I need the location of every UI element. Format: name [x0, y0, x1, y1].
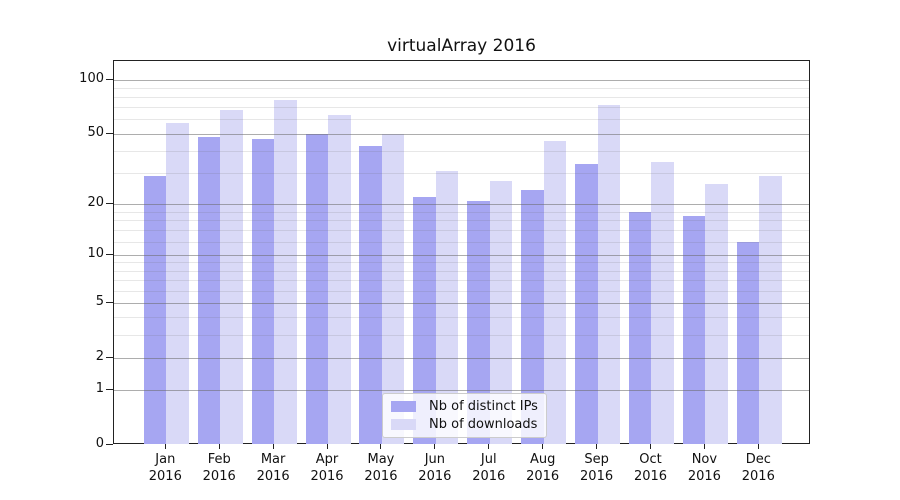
- y-tick-mark-5: [106, 301, 113, 303]
- x-tick-label-jun: Jun 2016: [418, 452, 452, 484]
- bar-distinct-ips-jan: [143, 176, 167, 444]
- x-tick-mark-mar: [272, 444, 274, 449]
- bar-downloads-jun: [435, 170, 459, 444]
- x-tick-label-dec: Dec 2016: [741, 452, 775, 484]
- bar-downloads-may: [381, 134, 405, 444]
- y-tick-label-50: 50: [87, 125, 104, 141]
- x-tick-label-sep: Sep 2016: [580, 452, 614, 484]
- y-tick-label-0: 0: [95, 436, 104, 451]
- y-tick-label-5: 5: [95, 294, 104, 310]
- legend-label-downloads: Nb of downloads: [429, 417, 538, 432]
- x-tick-mark-aug: [542, 444, 544, 449]
- y-tick-label-2: 2: [95, 349, 104, 365]
- y-tick-mark-0: [106, 443, 113, 445]
- bar-distinct-ips-apr: [305, 134, 329, 444]
- bar-distinct-ips-feb: [197, 137, 221, 444]
- x-tick-mark-feb: [218, 444, 220, 449]
- bar-downloads-oct: [651, 161, 674, 444]
- x-tick-mark-oct: [649, 444, 651, 449]
- bar-downloads-feb: [220, 110, 243, 444]
- legend: Nb of distinct IPs Nb of downloads: [382, 393, 547, 438]
- x-tick-label-mar: Mar 2016: [256, 452, 290, 484]
- bar-downloads-aug: [543, 140, 567, 444]
- x-tick-label-oct: Oct 2016: [633, 452, 668, 484]
- x-tick-label-aug: Aug 2016: [526, 452, 560, 484]
- x-tick-mark-jan: [164, 444, 166, 449]
- plot-area: Nb of distinct IPs Nb of downloads: [113, 60, 810, 444]
- bars-layer: [114, 61, 809, 444]
- y-tick-label-100: 100: [79, 71, 104, 86]
- x-tick-mark-may: [380, 444, 382, 449]
- bar-distinct-ips-jul: [467, 200, 490, 444]
- legend-swatch-downloads: [391, 419, 416, 430]
- y-tick-mark-2: [106, 356, 113, 358]
- x-tick-mark-jul: [488, 444, 490, 449]
- bar-distinct-ips-aug: [521, 190, 544, 444]
- x-tick-label-may: May 2016: [364, 452, 398, 484]
- x-tick-label-nov: Nov 2016: [687, 452, 721, 484]
- x-tick-label-jan: Jan 2016: [148, 452, 182, 484]
- legend-row-downloads: Nb of downloads: [391, 417, 538, 432]
- legend-label-distinct-ips: Nb of distinct IPs: [429, 399, 538, 414]
- y-tick-mark-20: [106, 202, 113, 204]
- x-tick-mark-nov: [703, 444, 705, 449]
- x-tick-mark-sep: [596, 444, 598, 449]
- y-tick-label-20: 20: [87, 195, 104, 211]
- bar-downloads-dec: [759, 176, 782, 444]
- x-tick-mark-dec: [757, 444, 759, 449]
- x-tick-label-jul: Jul 2016: [472, 452, 506, 484]
- bar-downloads-sep: [597, 104, 621, 444]
- x-tick-mark-jun: [434, 444, 436, 449]
- bar-distinct-ips-may: [359, 145, 382, 444]
- bar-distinct-ips-nov: [682, 216, 706, 444]
- bar-downloads-nov: [705, 184, 728, 444]
- bar-distinct-ips-jun: [413, 197, 436, 444]
- legend-row-distinct-ips: Nb of distinct IPs: [391, 399, 538, 414]
- y-tick-label-10: 10: [87, 246, 104, 262]
- y-tick-mark-50: [106, 132, 113, 134]
- y-tick-mark-10: [106, 253, 113, 255]
- bar-downloads-apr: [328, 114, 351, 444]
- x-tick-label-apr: Apr 2016: [310, 452, 344, 484]
- bar-distinct-ips-mar: [251, 138, 275, 444]
- chart-title: virtualArray 2016: [387, 36, 536, 56]
- bar-distinct-ips-sep: [575, 163, 598, 444]
- legend-swatch-distinct-ips: [391, 401, 416, 412]
- bar-downloads-mar: [274, 100, 297, 444]
- y-tick-label-1: 1: [95, 381, 104, 397]
- bar-downloads-jul: [489, 181, 513, 444]
- bar-downloads-jan: [166, 122, 189, 444]
- y-tick-mark-1: [106, 388, 113, 390]
- bar-distinct-ips-oct: [628, 212, 652, 444]
- y-tick-mark-100: [106, 78, 113, 80]
- x-tick-label-feb: Feb 2016: [202, 452, 236, 484]
- x-tick-mark-apr: [326, 444, 328, 449]
- bar-distinct-ips-dec: [736, 242, 760, 444]
